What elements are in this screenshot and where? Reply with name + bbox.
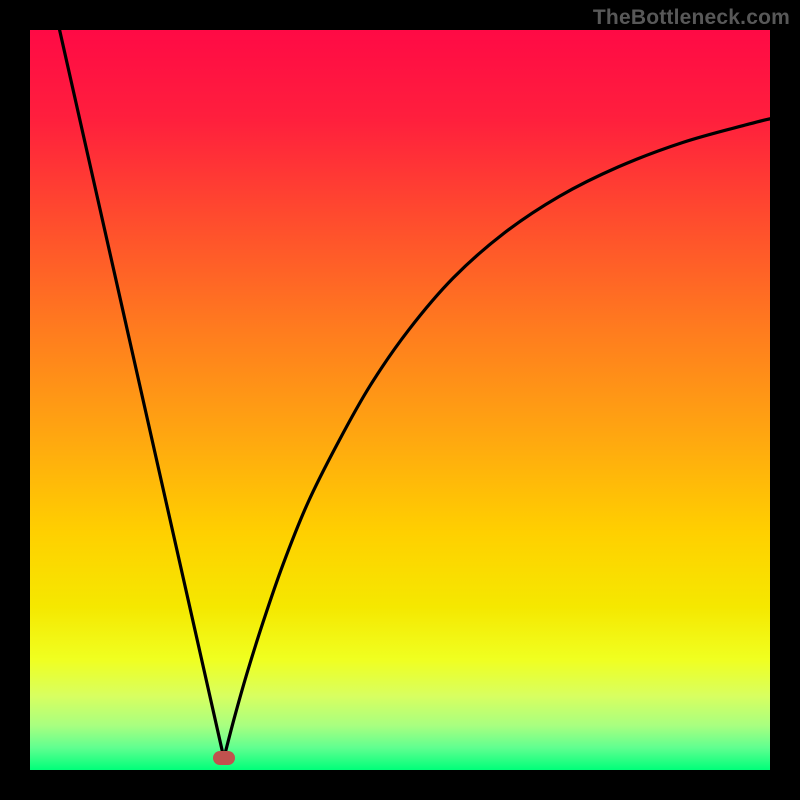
chart-plot-area [30, 30, 770, 770]
watermark-text: TheBottleneck.com [593, 6, 790, 30]
curve-layer [30, 30, 770, 770]
min-point-marker [213, 751, 235, 765]
bottleneck-curve [60, 30, 770, 758]
